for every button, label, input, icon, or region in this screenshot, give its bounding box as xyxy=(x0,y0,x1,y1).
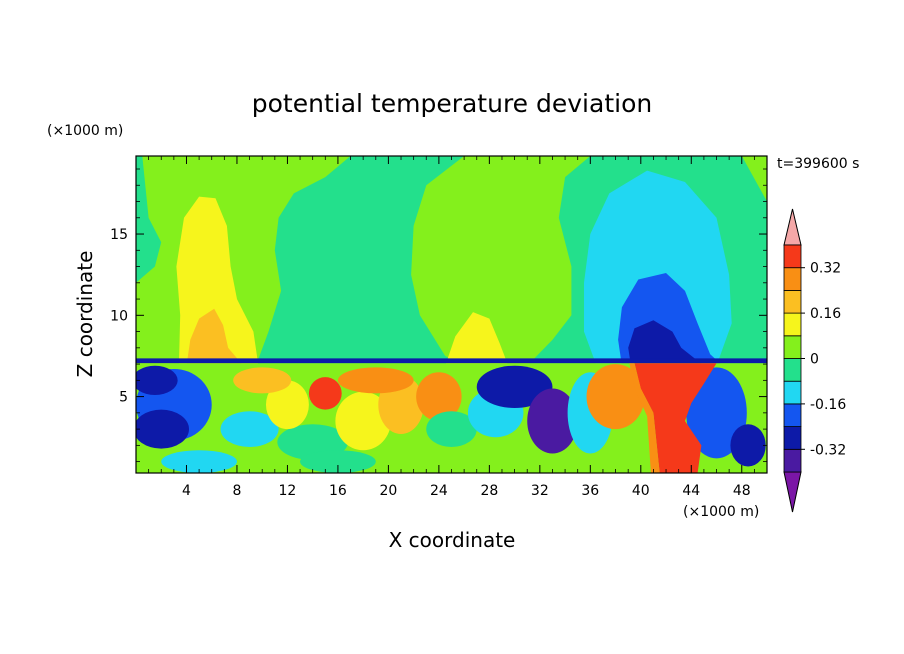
colorbar-swatch xyxy=(783,244,802,269)
top-left-cold xyxy=(136,365,178,395)
colorbar-label: -0.16 xyxy=(810,397,846,413)
y-axis: 5 10 15 xyxy=(110,168,767,463)
x-tick-label: 44 xyxy=(682,483,700,499)
inversion-line xyxy=(136,358,767,364)
colorbar-swatch xyxy=(783,448,802,473)
colorbar: 0.32 0.16 0 -0.16 -0.32 xyxy=(783,208,846,513)
colorbar-label: -0.32 xyxy=(810,442,846,458)
left-cold-deep xyxy=(136,409,189,449)
contour-fill-layer xyxy=(136,156,767,473)
y-unit-label: (×1000 m) xyxy=(47,123,123,139)
colorbar-swatch xyxy=(783,267,802,291)
x-tick-label: 20 xyxy=(379,483,397,499)
colorbar-swatch xyxy=(783,403,802,427)
x-tick-label: 48 xyxy=(733,483,751,499)
warm-patch-e xyxy=(586,364,645,430)
x-tick-label: 4 xyxy=(182,483,191,499)
warm-band-a xyxy=(233,367,292,394)
colorbar-label: 0.16 xyxy=(810,306,841,322)
x-tick-label: 24 xyxy=(430,483,448,499)
cold-patch-c xyxy=(476,365,553,408)
y-axis-label: Z coordinate xyxy=(73,251,97,378)
cold-patch-d xyxy=(527,388,578,454)
x-unit-label: (×1000 m) xyxy=(683,504,759,520)
y-tick-label: 15 xyxy=(110,227,128,243)
colorbar-top-arrow xyxy=(783,208,802,246)
right-cold-patch xyxy=(686,367,747,459)
warm-patch-d xyxy=(416,372,462,421)
colorbar-swatch xyxy=(783,358,802,382)
colorbar-swatch xyxy=(783,380,802,405)
x-axis-label: X coordinate xyxy=(389,528,516,552)
left-warm-core xyxy=(186,308,244,366)
warm-patch-b xyxy=(335,391,391,451)
neutral-patch-b xyxy=(426,411,477,447)
colorbar-swatch xyxy=(783,312,802,337)
x-tick-label: 36 xyxy=(581,483,599,499)
warm-band-b xyxy=(337,367,414,394)
chart-title: potential temperature deviation xyxy=(252,89,652,118)
colorbar-swatch xyxy=(783,335,802,359)
bottom-neutral xyxy=(300,450,376,473)
time-label: t=399600 s xyxy=(777,156,859,172)
x-tick-label: 16 xyxy=(329,483,347,499)
y-tick-label: 5 xyxy=(119,390,128,406)
colorbar-bottom-arrow xyxy=(783,471,802,513)
warm-patch-a xyxy=(265,380,309,430)
x-tick-label: 12 xyxy=(279,483,297,499)
x-tick-label: 28 xyxy=(480,483,498,499)
right-cold-center xyxy=(628,320,704,366)
y-tick-label: 10 xyxy=(110,308,128,324)
colorbar-label: 0.32 xyxy=(810,261,841,277)
colorbar-label: 0 xyxy=(810,352,819,368)
x-tick-label: 8 xyxy=(232,483,241,499)
bottom-cold-patch xyxy=(161,450,237,473)
colorbar-swatch xyxy=(783,426,802,450)
center-plume-neutral xyxy=(255,156,465,366)
warm-spot-a xyxy=(308,377,342,410)
colorbar-swatch xyxy=(783,289,802,314)
right-warm-column xyxy=(634,363,717,473)
cold-patch-a xyxy=(220,411,279,447)
x-axis: 4 8 12 16 20 24 28 32 36 40 44 48 xyxy=(148,156,755,499)
right-cold-deep xyxy=(730,424,766,467)
center-warm-plume xyxy=(445,312,509,366)
right-warm-edge xyxy=(629,363,660,473)
contour-plot-area xyxy=(136,156,767,473)
x-tick-label: 32 xyxy=(531,483,549,499)
left-warm-plume xyxy=(176,196,259,366)
left-edge-neutral xyxy=(136,156,162,366)
x-tick-label: 40 xyxy=(632,483,650,499)
